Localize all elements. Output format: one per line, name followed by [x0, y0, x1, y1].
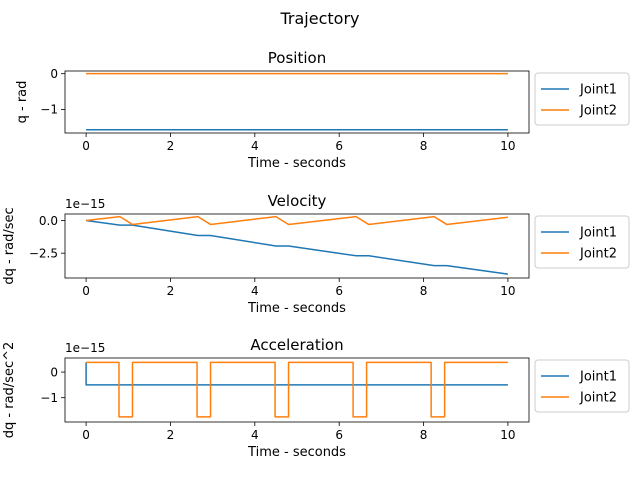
legend-label-joint1: Joint1 [579, 370, 617, 385]
y-tick-label: −1 [40, 103, 58, 117]
x-tick-label: 4 [251, 284, 259, 298]
x-axis-label: Time - seconds [247, 301, 346, 316]
subplot-title: Acceleration [250, 336, 343, 354]
series-line-joint2 [86, 361, 508, 418]
y-axis-label: dq - rad/sec^2 [2, 342, 17, 438]
legend-label-joint2: Joint2 [579, 391, 617, 406]
series-line-joint2 [86, 215, 508, 226]
x-tick-label: 0 [82, 139, 90, 153]
y-axis-label: q - rad [15, 81, 30, 124]
legend-frame [534, 359, 630, 413]
x-tick-label: 0 [82, 428, 90, 442]
subplot-position: 0 2 4 6 8 10 0 −1 Position Time - seconds q - rad J… [15, 49, 630, 171]
x-tick-label: 2 [167, 284, 175, 298]
plot-frame [64, 213, 530, 279]
y-axis-exponent-label: 1e−15 [65, 197, 105, 211]
x-tick-label: 6 [335, 284, 343, 298]
plot-frame [64, 357, 530, 423]
subplot-acceleration: 0 2 4 6 8 10 0 −1 Acceleration Time - seconds dq -… [2, 336, 630, 460]
legend: Joint1 Joint2 [534, 359, 630, 413]
x-tick-label: 8 [420, 139, 428, 153]
y-tick-label: −2.5 [29, 246, 58, 260]
x-tick-label: 0 [82, 284, 90, 298]
y-tick-label: −1 [40, 391, 58, 405]
x-tick-label: 6 [335, 428, 343, 442]
plot-frame [64, 70, 530, 134]
x-tick-label: 2 [167, 428, 175, 442]
x-axis-label: Time - seconds [247, 445, 346, 460]
x-tick-label: 10 [500, 284, 515, 298]
x-tick-label: 8 [420, 428, 428, 442]
x-tick-label: 6 [335, 139, 343, 153]
subplot-title: Position [268, 49, 326, 67]
legend-frame [534, 72, 630, 126]
x-axis-label: Time - seconds [247, 156, 346, 171]
subplot-title: Velocity [268, 192, 327, 210]
x-tick-label: 10 [500, 428, 515, 442]
y-axis-label: dq - rad/sec [2, 207, 17, 284]
y-tick-label: 0 [50, 365, 58, 379]
legend-frame [534, 215, 630, 269]
y-tick-label: 0.0 [39, 214, 58, 228]
legend-label-joint2: Joint2 [579, 104, 617, 119]
series-line-joint1 [85, 219, 509, 275]
figure-suptitle: Trajectory [280, 9, 360, 28]
x-tick-label: 2 [167, 139, 175, 153]
x-tick-label: 10 [500, 139, 515, 153]
x-tick-label: 4 [251, 428, 259, 442]
legend: Joint1 Joint2 [534, 72, 630, 126]
legend-label-joint2: Joint2 [579, 247, 617, 262]
x-tick-label: 8 [420, 284, 428, 298]
subplot-velocity: 0 2 4 6 8 10 0.0 −2.5 Velocity Time - seconds dq -… [2, 192, 630, 316]
legend-label-joint1: Joint1 [579, 83, 617, 98]
legend-label-joint1: Joint1 [579, 226, 617, 241]
y-tick-label: 0 [50, 67, 58, 81]
legend: Joint1 Joint2 [534, 215, 630, 269]
y-axis-exponent-label: 1e−15 [65, 341, 105, 355]
x-tick-label: 4 [251, 139, 259, 153]
